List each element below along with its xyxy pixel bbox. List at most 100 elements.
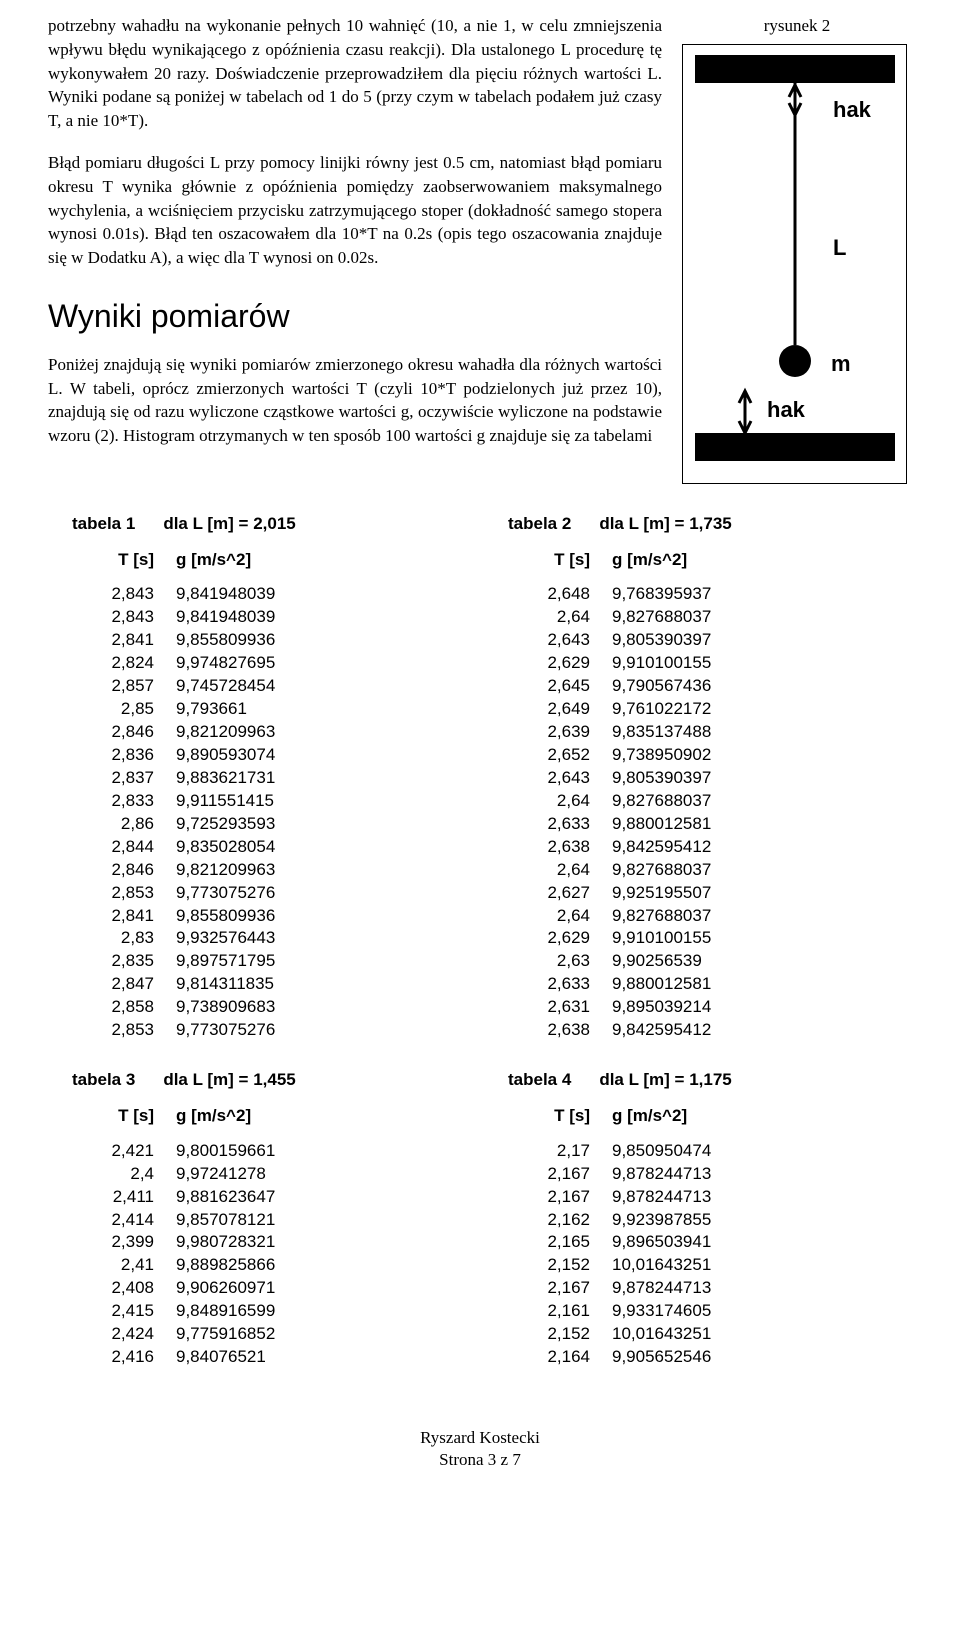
cell-T: 2,645 <box>508 675 604 698</box>
label-m: m <box>831 351 851 376</box>
cell-g: 9,932576443 <box>168 927 318 950</box>
cell-g: 9,738909683 <box>168 996 318 1019</box>
cell-g: 9,889825866 <box>168 1254 318 1277</box>
cell-g: 9,773075276 <box>168 882 318 905</box>
table-row: 2,8339,911551415 <box>72 790 452 813</box>
cell-T: 2,414 <box>72 1209 168 1232</box>
table-4: tabela 4dla L [m] = 1,175T [s]g [m/s^2]2… <box>508 1068 888 1369</box>
cell-T: 2,411 <box>72 1186 168 1209</box>
table-row: 2,8369,890593074 <box>72 744 452 767</box>
cell-T: 2,846 <box>72 721 168 744</box>
cell-g: 9,905652546 <box>604 1346 754 1369</box>
table-row: 2,1629,923987855 <box>508 1209 888 1232</box>
cell-g: 9,768395937 <box>604 583 754 606</box>
footer-author: Ryszard Kostecki <box>48 1427 912 1449</box>
table-row: 2,6319,895039214 <box>508 996 888 1019</box>
cell-T: 2,858 <box>72 996 168 1019</box>
cell-T: 2,421 <box>72 1140 168 1163</box>
cell-g: 9,910100155 <box>604 927 754 950</box>
cell-T: 2,64 <box>508 790 604 813</box>
cell-T: 2,853 <box>72 882 168 905</box>
cell-g: 9,745728454 <box>168 675 318 698</box>
table-row: 2,6529,738950902 <box>508 744 888 767</box>
table-row: 2,8579,745728454 <box>72 675 452 698</box>
table-row: 2,6389,842595412 <box>508 836 888 859</box>
cell-T: 2,161 <box>508 1300 604 1323</box>
col-g: g [m/s^2] <box>604 548 754 572</box>
table-row: 2,15210,01643251 <box>508 1323 888 1346</box>
cell-g: 9,841948039 <box>168 606 318 629</box>
cell-g: 9,880012581 <box>604 973 754 996</box>
cell-g: 9,827688037 <box>604 790 754 813</box>
cell-g: 9,835028054 <box>168 836 318 859</box>
table-row: 2,8539,773075276 <box>72 1019 452 1042</box>
cell-T: 2,643 <box>508 629 604 652</box>
cell-g: 9,881623647 <box>168 1186 318 1209</box>
table-row: 2,1679,878244713 <box>508 1186 888 1209</box>
label-hak-top: hak <box>833 97 872 122</box>
text-column: potrzebny wahadłu na wykonanie pełnych 1… <box>48 14 662 484</box>
table-row: 2,1649,905652546 <box>508 1346 888 1369</box>
table-row: 2,4119,881623647 <box>72 1186 452 1209</box>
cell-g: 9,821209963 <box>168 721 318 744</box>
table-row: 2,8469,821209963 <box>72 721 452 744</box>
col-T: T [s] <box>72 548 168 572</box>
cell-g: 9,933174605 <box>604 1300 754 1323</box>
cell-g: 9,827688037 <box>604 606 754 629</box>
table-row: 2,8419,855809936 <box>72 905 452 928</box>
cell-T: 2,853 <box>72 1019 168 1042</box>
table-row: 2,4249,775916852 <box>72 1323 452 1346</box>
col-g: g [m/s^2] <box>604 1104 754 1128</box>
tables-area: tabela 1dla L [m] = 2,015T [s]g [m/s^2]2… <box>48 512 912 1395</box>
cell-T: 2,837 <box>72 767 168 790</box>
cell-g: 9,980728321 <box>168 1231 318 1254</box>
page-footer: Ryszard Kostecki Strona 3 z 7 <box>48 1427 912 1471</box>
cell-T: 2,162 <box>508 1209 604 1232</box>
table-rows: 2,4219,8001596612,49,972412782,4119,8816… <box>72 1140 452 1369</box>
cell-T: 2,86 <box>72 813 168 836</box>
cell-T: 2,638 <box>508 836 604 859</box>
figure-column: rysunek 2 hak L <box>682 14 912 484</box>
table-row: 2,6399,835137488 <box>508 721 888 744</box>
table-row: 2,839,932576443 <box>72 927 452 950</box>
cell-g: 9,878244713 <box>604 1277 754 1300</box>
paragraph-2: Błąd pomiaru długości L przy pomocy lini… <box>48 151 662 270</box>
cell-T: 2,835 <box>72 950 168 973</box>
cell-T: 2,416 <box>72 1346 168 1369</box>
cell-g: 9,855809936 <box>168 629 318 652</box>
cell-T: 2,652 <box>508 744 604 767</box>
table-row: 2,15210,01643251 <box>508 1254 888 1277</box>
table-row: 2,1679,878244713 <box>508 1277 888 1300</box>
cell-T: 2,639 <box>508 721 604 744</box>
table-row: 2,649,827688037 <box>508 606 888 629</box>
cell-g: 9,841948039 <box>168 583 318 606</box>
cell-T: 2,408 <box>72 1277 168 1300</box>
table-row: 2,6279,925195507 <box>508 882 888 905</box>
cell-T: 2,4 <box>72 1163 168 1186</box>
col-g: g [m/s^2] <box>168 1104 318 1128</box>
table-row: 2,6299,910100155 <box>508 927 888 950</box>
cell-T: 2,415 <box>72 1300 168 1323</box>
table-row: 2,8469,821209963 <box>72 859 452 882</box>
figure-caption: rysunek 2 <box>682 14 912 38</box>
cell-g: 9,805390397 <box>604 629 754 652</box>
table-L-value: dla L [m] = 1,175 <box>599 1068 731 1092</box>
cell-g: 9,814311835 <box>168 973 318 996</box>
cell-g: 9,895039214 <box>604 996 754 1019</box>
cell-T: 2,847 <box>72 973 168 996</box>
cell-T: 2,841 <box>72 905 168 928</box>
table-row: 2,4219,800159661 <box>72 1140 452 1163</box>
cell-T: 2,638 <box>508 1019 604 1042</box>
table-row: 2,8249,974827695 <box>72 652 452 675</box>
table-row: 2,4089,906260971 <box>72 1277 452 1300</box>
label-L: L <box>833 235 846 260</box>
cell-T: 2,627 <box>508 882 604 905</box>
cell-g: 9,773075276 <box>168 1019 318 1042</box>
cell-T: 2,857 <box>72 675 168 698</box>
cell-g: 9,738950902 <box>604 744 754 767</box>
table-rows: 2,6489,7683959372,649,8276880372,6439,80… <box>508 583 888 1042</box>
cell-T: 2,841 <box>72 629 168 652</box>
cell-T: 2,844 <box>72 836 168 859</box>
cell-T: 2,167 <box>508 1277 604 1300</box>
table-rows: 2,8439,8419480392,8439,8419480392,8419,8… <box>72 583 452 1042</box>
